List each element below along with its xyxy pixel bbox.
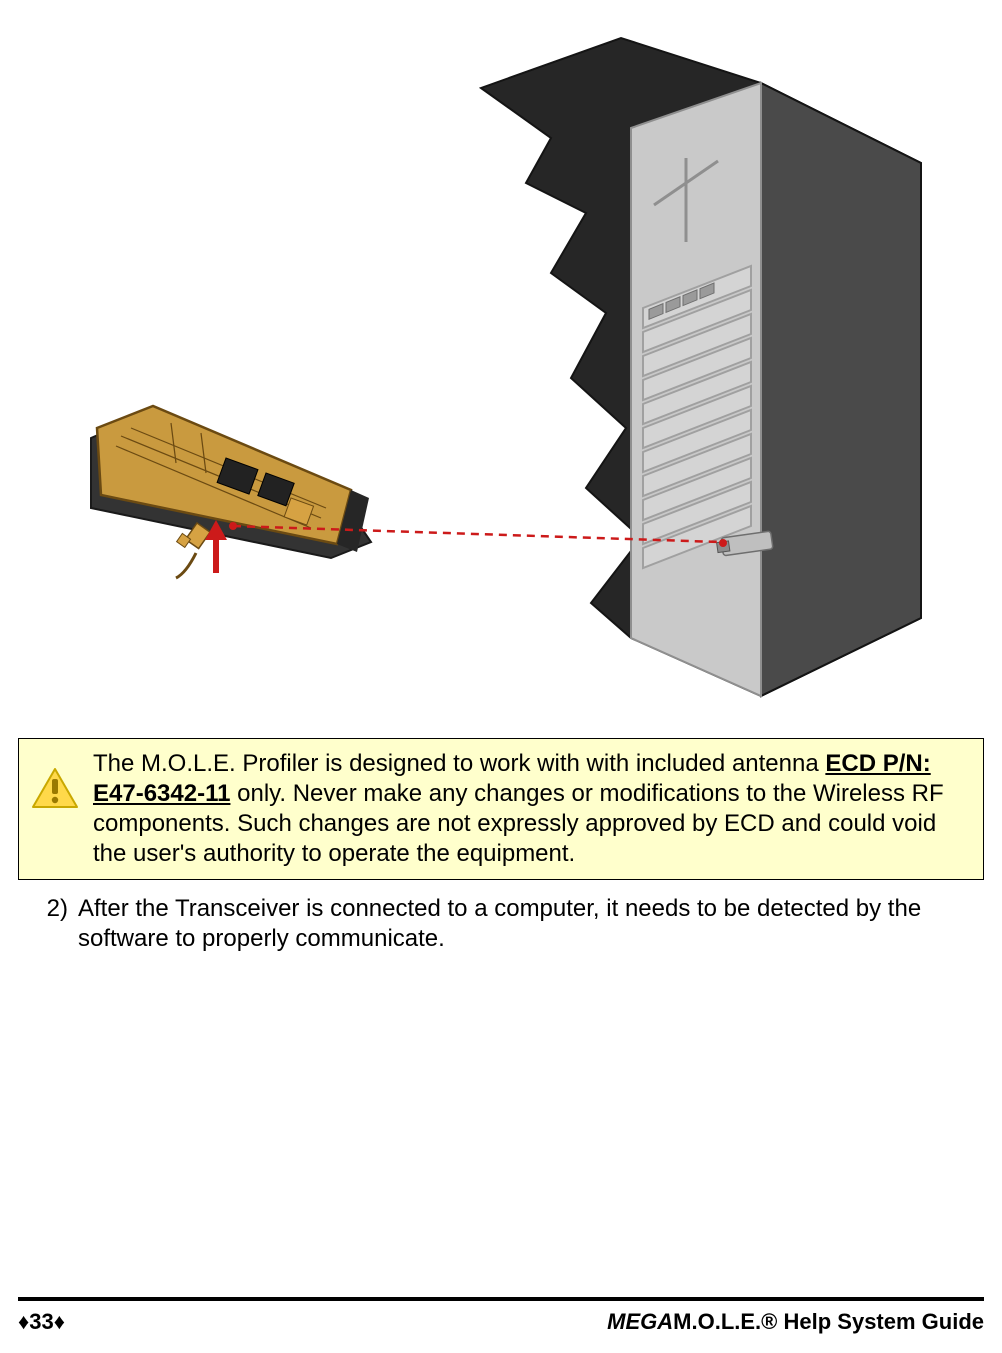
warning-icon bbox=[31, 767, 79, 816]
mole-profiler-device bbox=[91, 406, 371, 578]
footer-title: MEGAM.O.L.E.® Help System Guide bbox=[607, 1309, 984, 1335]
footer-rule bbox=[18, 1297, 984, 1301]
warning-text: The M.O.L.E. Profiler is designed to wor… bbox=[93, 749, 971, 869]
step-number: 2) bbox=[42, 894, 78, 954]
diamond-icon: ♦ bbox=[18, 1309, 29, 1334]
warning-callout: The M.O.L.E. Profiler is designed to wor… bbox=[18, 738, 984, 880]
footer-page-number: ♦33♦ bbox=[18, 1309, 65, 1335]
red-dot-receiver bbox=[719, 539, 727, 547]
diamond-icon: ♦ bbox=[54, 1309, 65, 1334]
footer-title-italic: MEGA bbox=[607, 1309, 673, 1334]
step-text: After the Transceiver is connected to a … bbox=[78, 894, 984, 954]
tower-side-panel bbox=[761, 83, 921, 696]
page-footer: ♦33♦ MEGAM.O.L.E.® Help System Guide bbox=[18, 1309, 984, 1335]
warning-text-pre: The M.O.L.E. Profiler is designed to wor… bbox=[93, 750, 825, 777]
antenna-connector bbox=[176, 523, 210, 578]
figure-illustration bbox=[21, 18, 981, 728]
page-number-value: 33 bbox=[29, 1309, 53, 1334]
footer-title-rest: M.O.L.E.® Help System Guide bbox=[673, 1309, 984, 1334]
step-item: 2) After the Transceiver is connected to… bbox=[18, 894, 984, 954]
red-dot-device bbox=[229, 522, 237, 530]
